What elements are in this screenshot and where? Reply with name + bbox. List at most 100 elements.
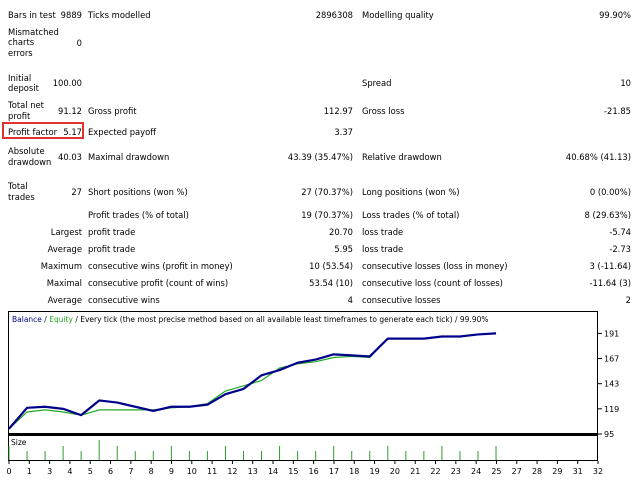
gross-profit-label: Gross profit	[88, 106, 137, 116]
profit-trades-label: Profit trades (% of total)	[88, 210, 189, 220]
relative-drawdown-value: 40.68% (41.13)	[565, 152, 631, 162]
x-tick-label: 28	[532, 467, 542, 476]
avg-cons-wins-label: consecutive wins	[88, 295, 160, 305]
total-trades-label-2: trades	[8, 192, 35, 202]
spread-label: Spread	[362, 78, 392, 88]
profit-trades-value: 19 (70.37%)	[301, 210, 353, 220]
maximal-cons-profit-label: consecutive profit (count of wins)	[88, 278, 229, 288]
x-tick-label: 9	[169, 467, 174, 476]
maximal-drawdown-label: Maximal drawdown	[88, 152, 170, 162]
gross-profit-value: 112.97	[323, 106, 353, 116]
largest-profit-value: 20.70	[329, 227, 353, 237]
x-tick-label: 13	[248, 467, 258, 476]
largest-loss-value: -5.74	[609, 227, 631, 237]
chart-description: / Every tick (the most precise method ba…	[72, 315, 489, 324]
absolute-drawdown-value: 40.03	[58, 152, 82, 162]
x-tick-label: 19	[369, 467, 379, 476]
x-tick-label: 20	[390, 467, 400, 476]
spread-value: 10	[620, 78, 631, 88]
avg-cons-losses-value: 2	[625, 295, 631, 305]
initial-deposit-label-1: Initial	[8, 73, 32, 83]
max-cons-wins-label: consecutive wins (profit in money)	[88, 261, 233, 271]
x-tick-label: 3	[47, 467, 52, 476]
average-label: Average	[47, 244, 82, 254]
legend-separator: /	[41, 315, 50, 324]
x-tick-label: 12	[227, 467, 237, 476]
x-tick-label: 23	[451, 467, 461, 476]
total-trades-label-1: Total	[8, 181, 28, 191]
largest-loss-label: loss trade	[362, 227, 404, 237]
largest-label: Largest	[50, 227, 82, 237]
avg-cons-losses-label: consecutive losses	[362, 295, 441, 305]
maximal-cons-loss-label: consecutive loss (count of losses)	[362, 278, 503, 288]
modelling-quality-label: Modelling quality	[362, 10, 434, 20]
expected-payoff-label: Expected payoff	[88, 127, 157, 137]
short-positions-value: 27 (70.37%)	[301, 187, 353, 197]
x-tick-label: 14	[268, 467, 278, 476]
x-tick-label: 18	[349, 467, 359, 476]
absolute-drawdown-label-1: Absolute	[8, 146, 45, 156]
total-trades-value: 27	[71, 187, 82, 197]
maximal-label: Maximal	[46, 278, 82, 288]
bars-in-test-value: 9889	[60, 10, 82, 20]
x-tick-label: 8	[149, 467, 154, 476]
balance-equity-chart: Balance / Equity / Every tick (the most …	[8, 311, 598, 434]
profit-factor-value: 5.17	[63, 127, 82, 137]
max-cons-wins-value: 10 (53.54)	[309, 261, 353, 271]
x-tick-label: 32	[593, 467, 603, 476]
x-tick-label: 11	[207, 467, 217, 476]
short-positions-label: Short positions (won %)	[88, 187, 188, 197]
modelling-quality-value: 99.90%	[599, 10, 631, 20]
ticks-modelled-value: 2896308	[315, 10, 353, 20]
x-tick-label: 24	[471, 467, 481, 476]
y-tick-label: 191	[604, 329, 619, 338]
maximal-cons-loss-value: -11.64 (3)	[589, 278, 631, 288]
x-tick-label: 29	[552, 467, 562, 476]
total-net-profit-label-1: Total net	[8, 100, 44, 110]
absolute-drawdown-label-2: drawdown	[8, 157, 52, 167]
profit-factor-label: Profit factor	[8, 127, 58, 137]
y-tick-label: 143	[604, 380, 619, 389]
y-tick-label: 119	[604, 405, 619, 414]
y-tick-label: 167	[604, 355, 619, 364]
profit-factor-highlight	[2, 122, 84, 139]
mismatched-label-3: errors	[8, 48, 33, 58]
average-profit-label: profit trade	[88, 244, 136, 254]
maximal-drawdown-value: 43.39 (35.47%)	[287, 152, 353, 162]
avg-cons-wins-value: 4	[347, 295, 353, 305]
total-net-profit-value: 91.12	[58, 106, 82, 116]
bars-in-test-label: Bars in test	[8, 10, 56, 20]
volume-panel: Size	[8, 434, 598, 461]
relative-drawdown-label: Relative drawdown	[362, 152, 442, 162]
ticks-modelled-label: Ticks modelled	[88, 10, 151, 20]
x-tick-label: 10	[187, 467, 197, 476]
long-positions-value: 0 (0.00%)	[589, 187, 631, 197]
long-positions-label: Long positions (won %)	[362, 187, 460, 197]
largest-profit-label: profit trade	[88, 227, 136, 237]
x-tick-label: 31	[573, 467, 583, 476]
x-tick-label: 22	[430, 467, 440, 476]
expected-payoff-value: 3.37	[334, 127, 353, 137]
mismatched-value: 0	[76, 38, 82, 48]
loss-trades-value: 8 (29.63%)	[584, 210, 631, 220]
average2-label: Average	[47, 295, 82, 305]
mismatched-label-2: charts	[8, 37, 35, 47]
x-tick-label: 27	[512, 467, 522, 476]
x-tick-label: 0	[6, 467, 11, 476]
initial-deposit-label-2: deposit	[8, 83, 39, 93]
max-cons-losses-label: consecutive losses (loss in money)	[362, 261, 508, 271]
gross-loss-label: Gross loss	[362, 106, 405, 116]
equity-legend: Equity	[49, 315, 73, 324]
mismatched-label-1: Mismatched	[8, 27, 59, 37]
x-tick-label: 7	[128, 467, 133, 476]
x-tick-label: 15	[288, 467, 298, 476]
x-tick-label: 4	[67, 467, 72, 476]
x-tick-label: 17	[329, 467, 339, 476]
maximum-label: Maximum	[40, 261, 82, 271]
x-tick-label: 5	[88, 467, 93, 476]
chart-header: Balance / Equity / Every tick (the most …	[12, 315, 489, 325]
volume-label: Size	[11, 438, 27, 447]
loss-trades-label: Loss trades (% of total)	[362, 210, 460, 220]
average-profit-value: 5.95	[334, 244, 353, 254]
maximal-cons-profit-value: 53.54 (10)	[309, 278, 353, 288]
